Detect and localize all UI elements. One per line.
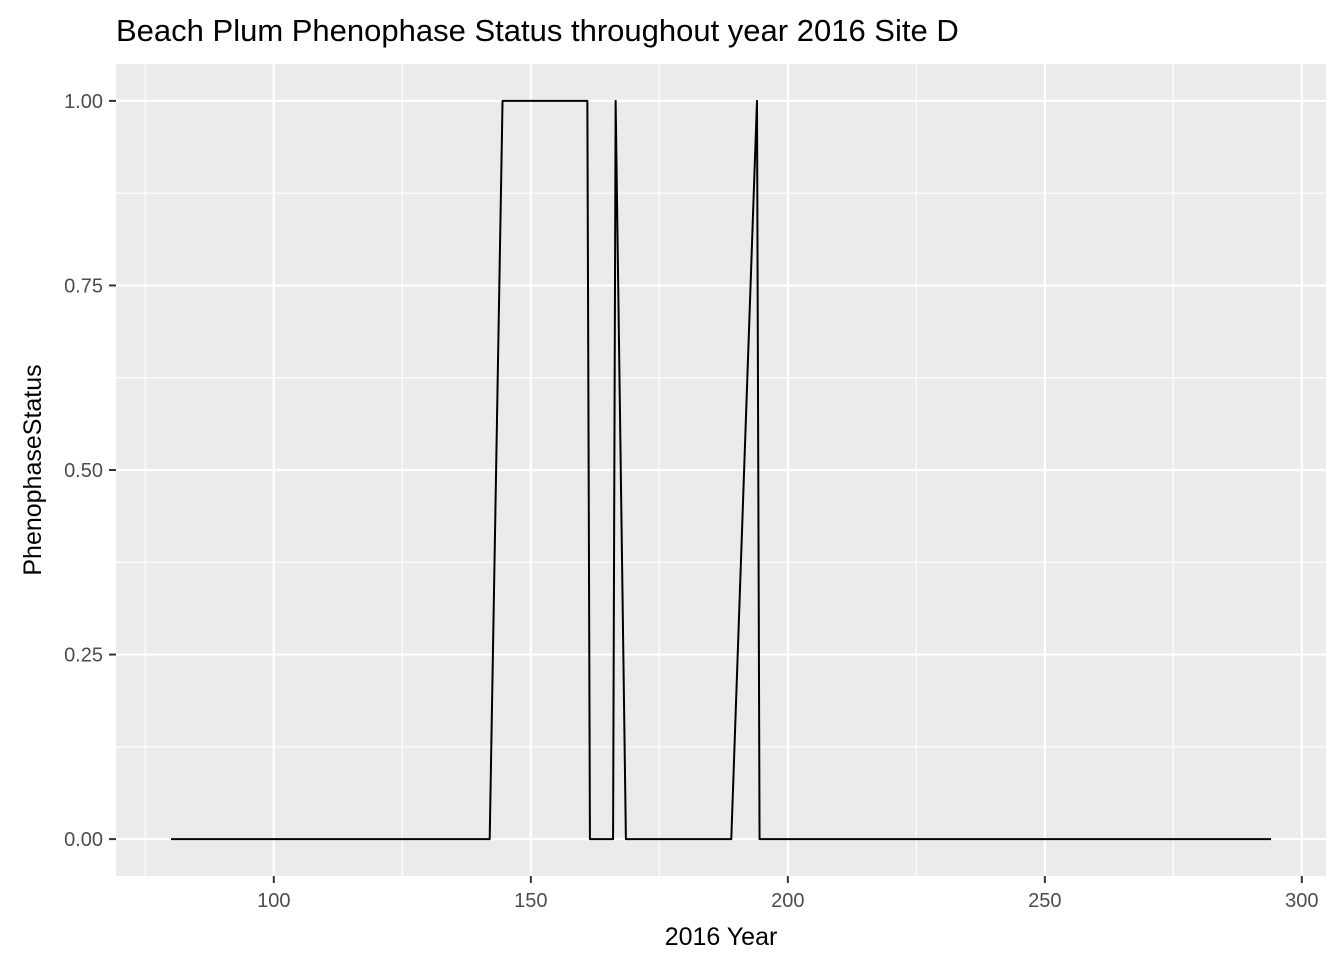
y-tick-label: 0.25 [64,645,103,667]
x-axis-title: 2016 Year [665,923,778,951]
x-axis: 100 150 200 250 300 [257,876,1319,912]
y-tick-label: 1.00 [64,91,103,113]
series-line [171,99,1271,841]
y-axis-title: PhenophaseStatus [19,364,47,575]
y-tick-label: 0.50 [64,460,103,482]
y-tick-label: 0.00 [64,829,103,851]
x-tick-label: 200 [771,890,804,912]
x-tick-label: 250 [1028,890,1061,912]
y-tick-label: 0.75 [64,275,103,297]
x-tick-label: 100 [257,890,290,912]
y-axis: 0.00 0.25 0.50 0.75 1.00 [64,91,116,851]
series-layer [171,99,1271,841]
x-tick-label: 300 [1285,890,1318,912]
chart-title: Beach Plum Phenophase Status throughout … [116,13,959,48]
x-tick-label: 150 [514,890,547,912]
